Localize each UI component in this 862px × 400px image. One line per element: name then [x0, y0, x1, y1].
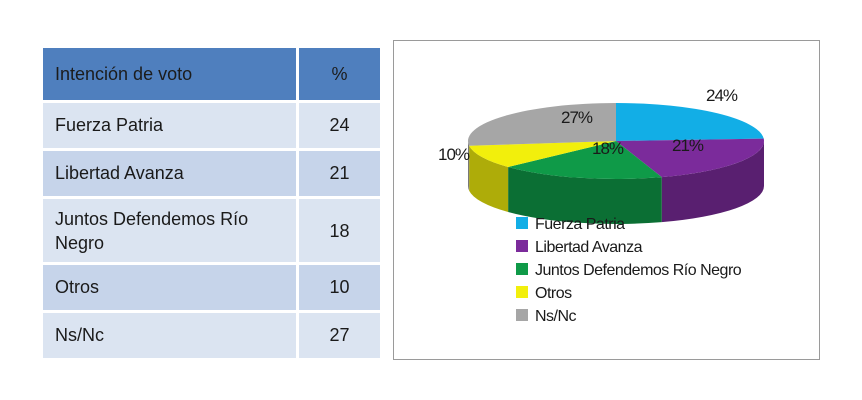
legend-entry: Ns/Nc [535, 308, 577, 325]
legend-swatch [516, 240, 528, 252]
pie-chart: 24% 21% 18% 10% 27% Fuerza Patria Libertad Ava… [438, 86, 764, 325]
table-row: Ns/Nc 27 [40, 310, 383, 361]
legend-swatch [516, 309, 528, 321]
row-label: Fuerza Patria [40, 100, 299, 151]
pie-slice-side [468, 141, 470, 191]
pie-slice-label: 27% [561, 108, 593, 127]
pie-slice-side [661, 141, 764, 223]
legend-entry: Juntos Defendemos Río Negro [535, 262, 742, 279]
row-label: Ns/Nc [40, 310, 299, 361]
pie-slice-label: 10% [438, 145, 470, 164]
row-value: 18 [296, 196, 383, 265]
legend-swatch [516, 286, 528, 298]
pie-sides [468, 141, 764, 225]
pie-slice-label: 24% [706, 86, 738, 105]
legend-entry: Otros [535, 285, 572, 302]
pie-chart-panel: 24% 21% 18% 10% 27% Fuerza Patria Libertad Ava… [393, 40, 820, 360]
row-value: 10 [296, 262, 383, 313]
pie-slice-label: 21% [672, 136, 704, 155]
pie-slice [616, 103, 764, 141]
table-row: Fuerza Patria 24 [40, 100, 383, 151]
header-label: Intención de voto [40, 45, 299, 103]
pie-slice [469, 141, 616, 168]
row-value: 24 [296, 100, 383, 151]
pie-slice [468, 103, 616, 146]
row-label: Otros [40, 262, 299, 313]
table-row: Otros 10 [40, 262, 383, 313]
legend-entry: Libertad Avanza [535, 239, 643, 256]
pie-slice-side [469, 145, 509, 213]
table-row: Libertad Avanza 21 [40, 148, 383, 199]
row-label: Libertad Avanza [40, 148, 299, 199]
pie-slice-side [508, 167, 662, 225]
legend-entry: Fuerza Patria [535, 216, 625, 233]
table-header-row: Intención de voto % [40, 45, 383, 103]
row-value: 27 [296, 310, 383, 361]
vote-intention-table: Intención de voto % Fuerza Patria 24 Lib… [40, 45, 383, 361]
chart-legend: Fuerza Patria Libertad Avanza Juntos Defen… [516, 216, 742, 325]
table-row: Juntos Defendemos Río Negro 18 [40, 196, 383, 265]
row-label: Juntos Defendemos Río Negro [40, 196, 299, 265]
pie-slice-label: 18% [592, 139, 624, 158]
row-value: 21 [296, 148, 383, 199]
pie-slice [616, 138, 764, 178]
legend-swatch [516, 263, 528, 275]
pie-data-labels: 24% 21% 18% 10% 27% [438, 86, 739, 164]
header-pct: % [296, 45, 383, 103]
pie-slice [508, 141, 662, 180]
pie-tops [468, 103, 764, 180]
legend-swatch [516, 217, 528, 229]
